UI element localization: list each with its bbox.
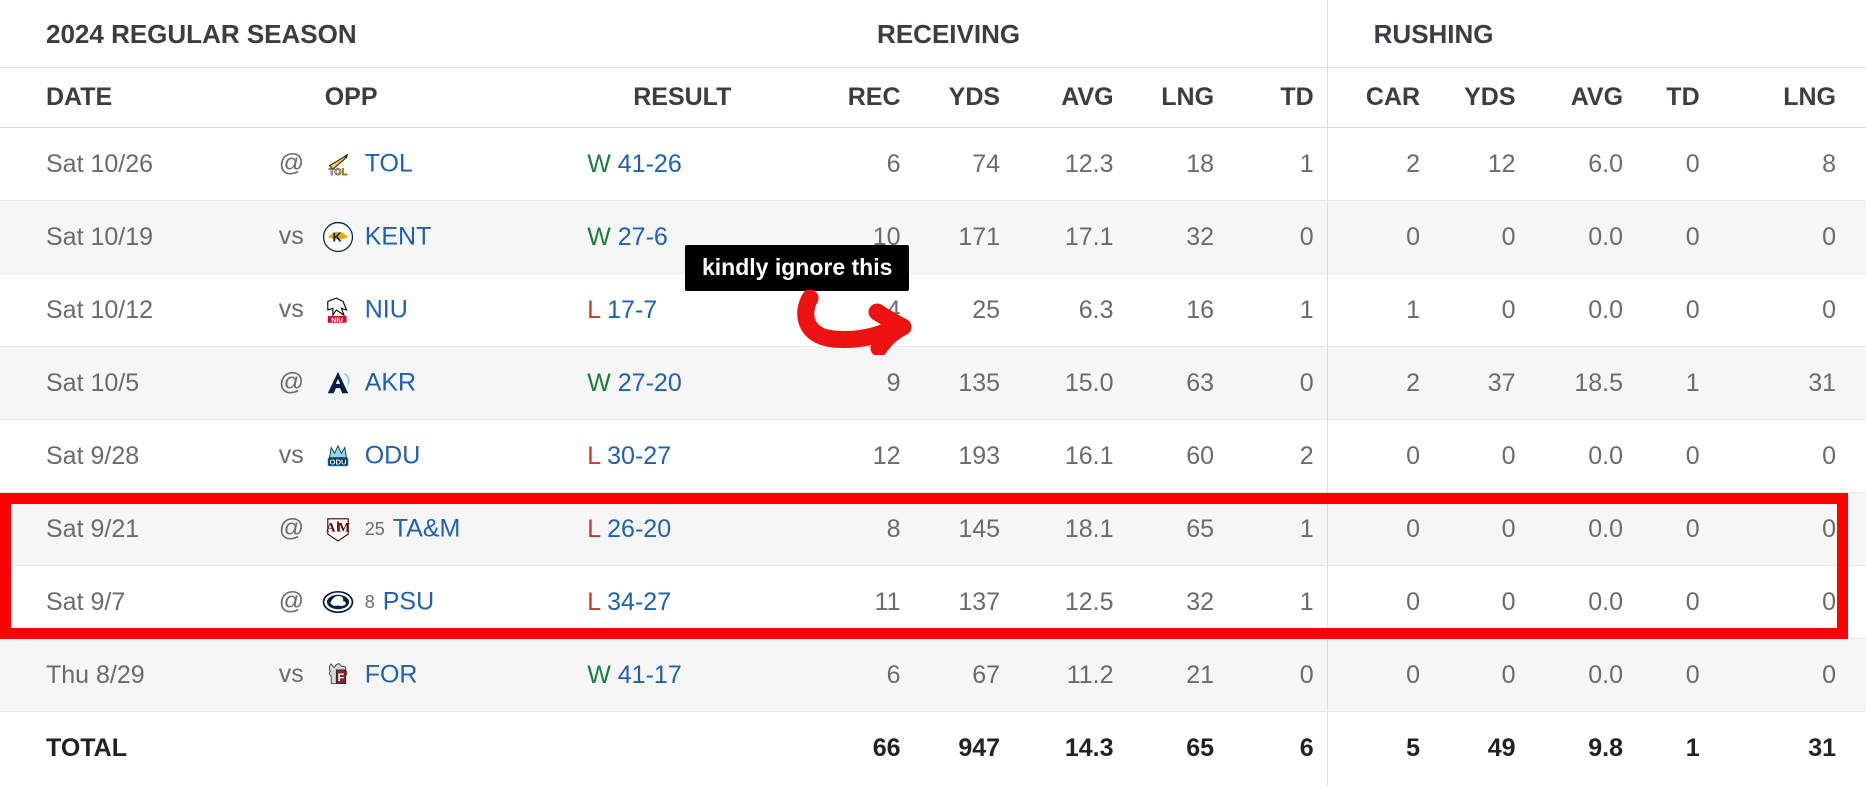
svg-text:TOL: TOL (328, 167, 347, 177)
svg-text:NIU: NIU (331, 317, 343, 324)
svg-text:K: K (332, 229, 342, 244)
svg-text:F: F (337, 672, 344, 684)
svg-text:ODU: ODU (329, 458, 346, 467)
